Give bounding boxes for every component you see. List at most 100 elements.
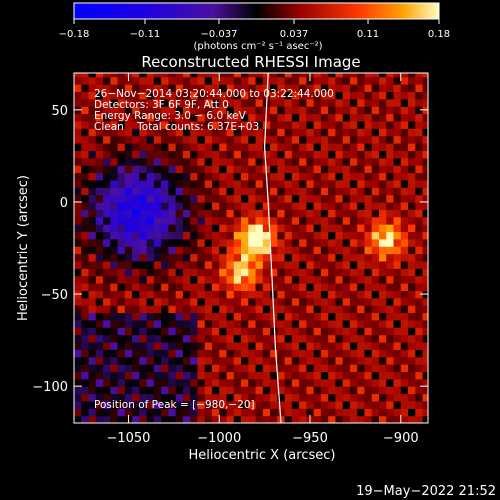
- heatmap-cell: [161, 305, 169, 314]
- heatmap-cell: [117, 393, 126, 402]
- heatmap-cell: [393, 341, 402, 350]
- heatmap-cell: [197, 283, 206, 291]
- heatmap-cell: [153, 113, 162, 122]
- heatmap-cell: [400, 334, 409, 343]
- heatmap-cell: [248, 113, 257, 122]
- heatmap-cell: [197, 400, 206, 409]
- heatmap-cell: [204, 231, 213, 240]
- heatmap-cell: [262, 408, 271, 417]
- heatmap-cell: [415, 165, 424, 174]
- heatmap-cell: [219, 76, 228, 85]
- heatmap-cell: [190, 106, 199, 115]
- heatmap-cell: [211, 113, 220, 122]
- heatmap-cell: [328, 378, 337, 387]
- heatmap-cell: [335, 415, 344, 423]
- heatmap-cell: [415, 408, 424, 417]
- heatmap-cell: [357, 120, 366, 129]
- heatmap-cell: [284, 305, 293, 314]
- heatmap-cell: [357, 73, 366, 78]
- heatmap-cell: [248, 364, 257, 373]
- heatmap-cell: [270, 290, 278, 299]
- heatmap-cell: [88, 231, 97, 240]
- heatmap-cell: [378, 73, 387, 78]
- heatmap-cell: [248, 98, 257, 107]
- heatmap-cell: [408, 201, 416, 210]
- heatmap-cell: [139, 216, 148, 225]
- heatmap-cell: [175, 73, 184, 78]
- heatmap-cell: [233, 283, 242, 291]
- heatmap-cell: [400, 312, 409, 321]
- heatmap-cell: [357, 283, 366, 291]
- heatmap-cell: [400, 224, 409, 233]
- heatmap-cell: [103, 172, 111, 181]
- heatmap-cell: [110, 143, 119, 151]
- heatmap-cell: [386, 305, 395, 314]
- heatmap-cell: [349, 165, 358, 174]
- heatmap-cell: [262, 143, 271, 151]
- heatmap-cell: [415, 143, 424, 151]
- heatmap-cell: [299, 415, 307, 423]
- heatmap-cell: [219, 238, 228, 247]
- heatmap-cell: [320, 319, 329, 328]
- heatmap-cell: [241, 128, 249, 137]
- heatmap-cell: [284, 349, 293, 358]
- heatmap-cell: [153, 356, 162, 365]
- heatmap-cell: [393, 246, 402, 255]
- heatmap-cell: [255, 91, 264, 100]
- heatmap-cell: [393, 415, 402, 423]
- heatmap-cell: [226, 378, 235, 387]
- heatmap-cell: [204, 312, 213, 321]
- heatmap-cell: [277, 165, 286, 174]
- heatmap-cell: [328, 334, 337, 343]
- heatmap-cell: [270, 157, 278, 166]
- heatmap-cell: [306, 209, 315, 218]
- heatmap-cell: [371, 386, 380, 395]
- heatmap-cell: [74, 260, 82, 269]
- heatmap-cell: [371, 135, 380, 144]
- heatmap-cell: [103, 341, 111, 350]
- heatmap-cell: [88, 246, 97, 255]
- heatmap-cell: [146, 76, 155, 85]
- heatmap-cell: [255, 290, 264, 299]
- heatmap-cell: [175, 224, 184, 233]
- heatmap-cell: [168, 201, 177, 210]
- heatmap-cell: [364, 341, 373, 350]
- heatmap-cell: [415, 91, 424, 100]
- heatmap-cell: [132, 364, 140, 373]
- heatmap-cell: [204, 341, 213, 350]
- heatmap-cell: [161, 209, 169, 218]
- heatmap-cell: [88, 224, 97, 233]
- heatmap-cell: [371, 231, 380, 240]
- heatmap-cell: [88, 327, 97, 336]
- heatmap-cell: [386, 408, 395, 417]
- heatmap-cell: [284, 297, 293, 306]
- heatmap-cell: [153, 209, 162, 218]
- heatmap-cell: [262, 415, 271, 423]
- heatmap-cell: [357, 341, 366, 350]
- heatmap-cell: [241, 113, 249, 122]
- heatmap-cell: [378, 312, 387, 321]
- heatmap-cell: [415, 319, 424, 328]
- heatmap-cell: [277, 120, 286, 129]
- heatmap-cell: [182, 246, 191, 255]
- heatmap-cell: [110, 349, 119, 358]
- heatmap-cell: [270, 327, 278, 336]
- heatmap-cell: [124, 356, 133, 365]
- heatmap-cell: [226, 238, 235, 247]
- heatmap-cell: [211, 312, 220, 321]
- heatmap-cell: [153, 275, 162, 284]
- heatmap-cell: [371, 172, 380, 181]
- heatmap-cell: [139, 238, 148, 247]
- heatmap-cell: [233, 349, 242, 358]
- heatmap-cell: [219, 327, 228, 336]
- heatmap-cell: [262, 224, 271, 233]
- heatmap-cell: [328, 371, 337, 380]
- heatmap-cell: [219, 356, 228, 365]
- heatmap-cell: [408, 341, 416, 350]
- heatmap-cell: [211, 157, 220, 166]
- heatmap-cell: [393, 98, 402, 107]
- heatmap-cell: [248, 319, 257, 328]
- heatmap-cell: [270, 98, 278, 107]
- heatmap-cell: [190, 201, 199, 210]
- heatmap-cell: [95, 216, 104, 225]
